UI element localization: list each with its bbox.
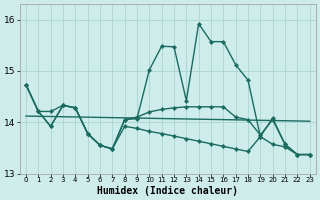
X-axis label: Humidex (Indice chaleur): Humidex (Indice chaleur) (97, 186, 238, 196)
